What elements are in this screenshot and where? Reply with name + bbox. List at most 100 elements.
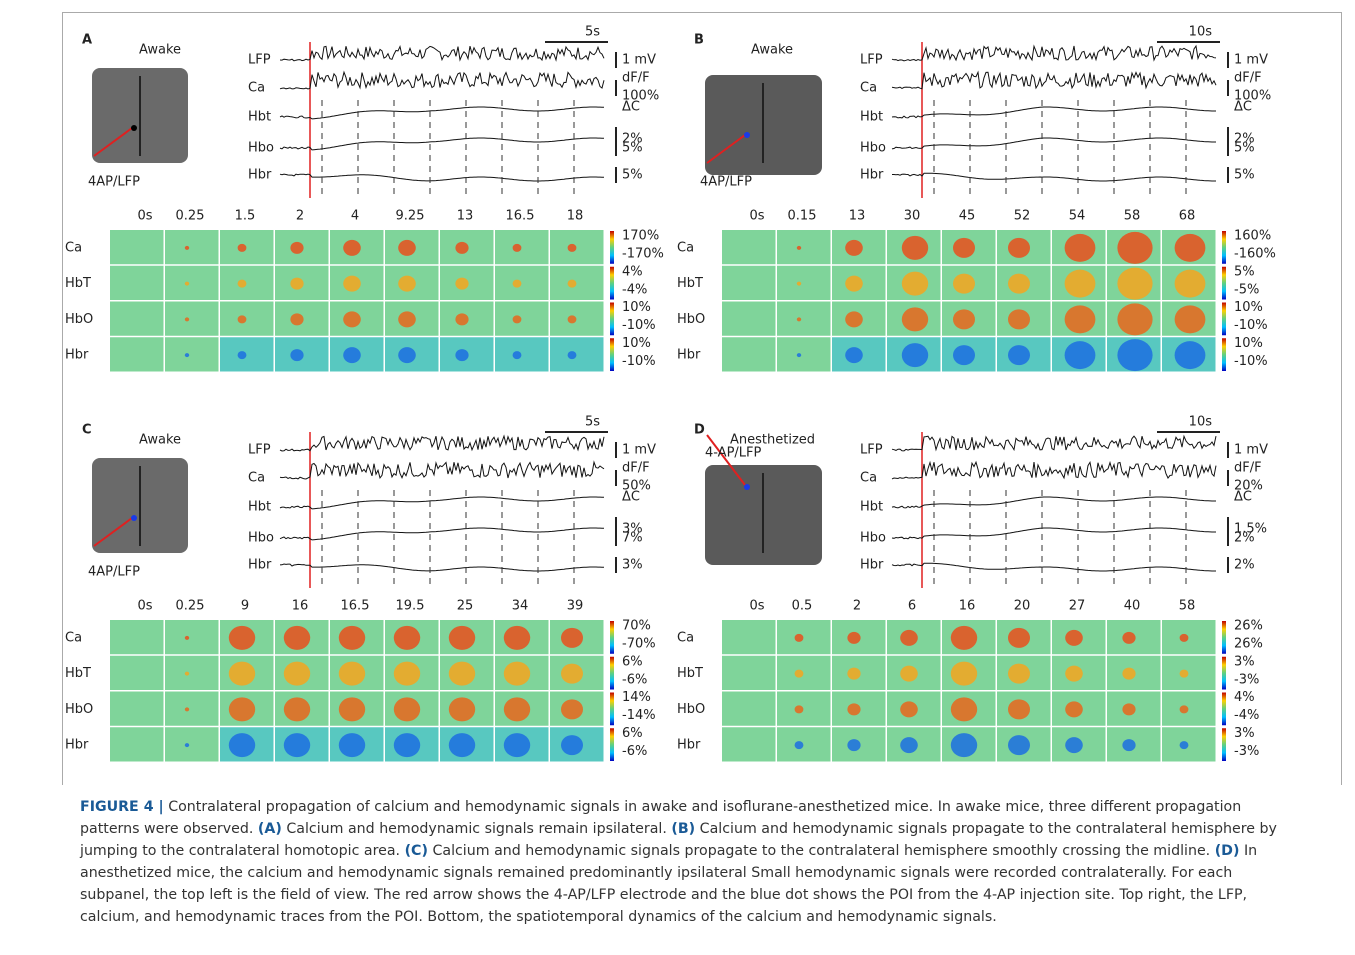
heatmap-cell: [1162, 727, 1216, 761]
activation-blob: [847, 739, 860, 751]
caption-panel-ref: (A): [258, 821, 282, 837]
colorbar: [1222, 267, 1226, 300]
state-label: Awake: [139, 433, 181, 448]
activation-blob: [455, 349, 468, 361]
activation-blob: [797, 246, 801, 250]
activation-blob: [1117, 303, 1152, 335]
activation-blob: [504, 662, 530, 686]
activation-blob: [449, 626, 475, 650]
colorbar: [1222, 303, 1226, 336]
trace-label: Hbo: [248, 531, 274, 546]
row-label: Hbr: [65, 348, 89, 363]
colorbar: [1222, 338, 1226, 371]
time-label: 30: [904, 209, 921, 224]
colorbar-label: -70%: [622, 637, 656, 652]
trace: [892, 138, 1216, 149]
heatmap-cell: [495, 337, 549, 371]
activation-blob: [561, 735, 583, 755]
heatmap-cell: [110, 302, 164, 336]
row-label: Ca: [677, 240, 694, 255]
trace-scale-label: dF/F: [1234, 71, 1262, 86]
activation-blob: [229, 697, 255, 721]
time-label: 16.5: [341, 599, 370, 614]
colorbar: [610, 621, 614, 654]
time-label: 40: [1124, 599, 1141, 614]
trace: [280, 46, 604, 61]
time-scale: 5s: [585, 415, 600, 430]
row-label: Ca: [677, 630, 694, 645]
activation-blob: [343, 311, 361, 327]
activation-blob: [343, 276, 361, 292]
row-label: HbT: [677, 276, 703, 291]
colorbar-label: -10%: [1234, 318, 1268, 333]
electrode-label: 4-AP/LFP: [705, 446, 762, 461]
trace-label: Hbr: [248, 558, 272, 573]
time-label: 45: [959, 209, 976, 224]
activation-blob: [394, 626, 420, 650]
activation-blob: [394, 697, 420, 721]
time-label: 20: [1014, 599, 1031, 614]
trace-scale-bar: [615, 442, 617, 458]
trace: [280, 138, 604, 150]
panel-letter: B: [694, 33, 704, 48]
heatmap-cell: [165, 266, 219, 300]
trace-label: LFP: [860, 53, 883, 68]
heatmap-cell: [722, 620, 776, 654]
colorbar: [610, 657, 614, 690]
trace-label: Ca: [248, 471, 265, 486]
frame-right: [1341, 12, 1342, 785]
poi-dot: [744, 132, 750, 138]
colorbar-label: 3%: [1234, 726, 1255, 741]
activation-blob: [504, 626, 530, 650]
heatmap-cell: [110, 620, 164, 654]
colorbar-label: 26%: [1234, 637, 1263, 652]
activation-blob: [900, 701, 918, 717]
row-label: HbO: [65, 702, 93, 717]
activation-blob: [900, 630, 918, 646]
colorbar-label: -4%: [622, 282, 647, 297]
activation-blob: [398, 311, 416, 327]
colorbar-label: 10%: [622, 336, 651, 351]
trace-scale-label: dF/F: [622, 71, 650, 86]
trace: [280, 564, 604, 571]
time-label: 2: [296, 209, 304, 224]
activation-blob: [185, 636, 189, 640]
trace-label: Hbt: [860, 110, 883, 125]
activation-blob: [1065, 234, 1096, 262]
heatmap-cell: [722, 302, 776, 336]
activation-blob: [845, 347, 863, 363]
activation-blob: [1180, 670, 1189, 678]
trace: [892, 46, 1216, 61]
time-label: 9.25: [396, 209, 425, 224]
time-label: 4: [351, 209, 359, 224]
heatmap-cell: [110, 727, 164, 761]
activation-blob: [1008, 699, 1030, 719]
trace-scale-label: 2%: [1234, 531, 1255, 546]
time-label: 0.25: [176, 599, 205, 614]
activation-blob: [1008, 628, 1030, 648]
colorbar-label: -3%: [1234, 672, 1259, 687]
activation-blob: [229, 662, 255, 686]
activation-blob: [561, 699, 583, 719]
activation-blob: [398, 276, 416, 292]
trace: [280, 436, 604, 451]
activation-blob: [953, 345, 975, 365]
trace: [280, 497, 604, 509]
colorbar-label: 4%: [1234, 690, 1255, 705]
activation-blob: [1065, 701, 1083, 717]
trace-scale-bar: [1227, 167, 1229, 183]
colorbar-label: -6%: [622, 744, 647, 759]
activation-blob: [284, 733, 310, 757]
activation-blob: [1175, 234, 1206, 262]
time-scale: 10s: [1189, 415, 1213, 430]
trace: [280, 107, 604, 119]
caption-panel-ref: (D): [1215, 843, 1240, 859]
heatmap-cell: [777, 230, 831, 264]
trace-scale-label: dF/F: [1234, 461, 1262, 476]
activation-blob: [284, 626, 310, 650]
activation-blob: [185, 743, 189, 747]
colorbar-label: 10%: [1234, 336, 1263, 351]
activation-blob: [1122, 703, 1135, 715]
time-label: 13: [457, 209, 474, 224]
activation-blob: [797, 317, 801, 321]
